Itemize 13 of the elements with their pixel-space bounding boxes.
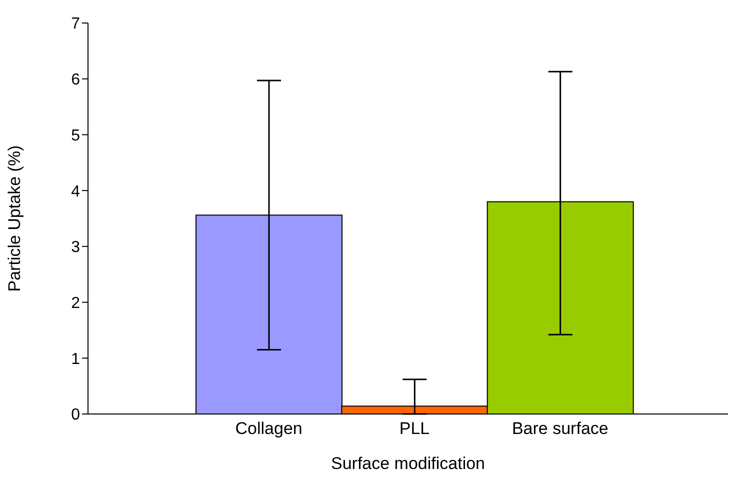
y-tick-label: 1 [71,350,80,368]
x-tick-label: Collagen [235,419,302,438]
x-tick-label: Bare surface [512,419,608,438]
y-tick-label: 7 [71,16,80,33]
y-tick-label: 0 [71,406,80,424]
y-tick-label: 4 [71,183,80,200]
y-tick-label: 5 [71,127,80,144]
x-axis-title: Surface modification [330,454,486,473]
y-tick-label: 3 [71,239,80,256]
y-tick-label: 6 [71,72,80,89]
y-axis-title: Particle Uptake (%) [5,145,24,292]
x-tick-label: PLL [399,419,430,438]
y-tick-label: 2 [71,294,80,312]
